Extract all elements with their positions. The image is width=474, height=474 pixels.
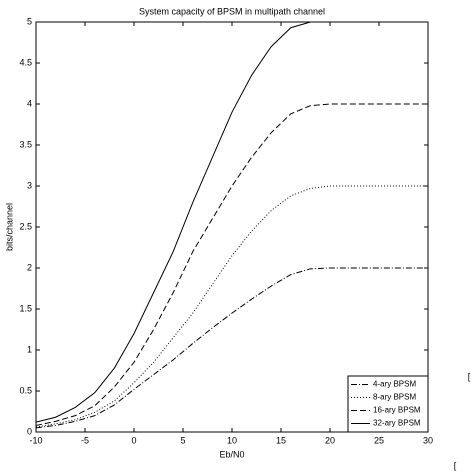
y-tick-label: 1 [27, 344, 32, 354]
annotation: [ [468, 371, 471, 381]
x-tick-label: -5 [81, 435, 89, 445]
plot-frame [35, 21, 429, 433]
annotation: [ [454, 460, 457, 470]
y-tick-label: 3.5 [19, 139, 32, 149]
y-tick-label: 0.5 [19, 385, 32, 395]
legend-label: 16-ary BPSM [373, 406, 421, 415]
chart-title: System capacity of BPSM in multipath cha… [139, 6, 325, 16]
y-axis-label: bits/channel [4, 203, 14, 251]
series-line [35, 185, 428, 428]
y-tick-label: 4.5 [19, 57, 32, 67]
y-tick-label: 2 [27, 262, 32, 272]
series-line [35, 267, 428, 429]
x-tick-label: 25 [374, 435, 384, 445]
x-tick-label: 15 [276, 435, 286, 445]
series-line [35, 103, 428, 426]
x-axis-label: Eb/N0 [219, 449, 244, 459]
y-tick-label: 5 [27, 16, 32, 26]
y-tick-label: 1.5 [19, 303, 32, 313]
x-tick-label: 5 [180, 435, 185, 445]
x-tick-label: 20 [325, 435, 335, 445]
x-tick-label: 10 [227, 435, 237, 445]
legend-label: 32-ary BPSM [373, 419, 421, 428]
series-line [35, 21, 428, 423]
legend-box [347, 375, 429, 433]
legend-label: 4-ary BPSM [373, 380, 416, 389]
y-tick-label: 2.5 [19, 221, 32, 231]
x-tick-label: -10 [29, 435, 42, 445]
y-tick-label: 4 [27, 98, 32, 108]
x-tick-label: 30 [423, 435, 433, 445]
x-tick-label: 0 [131, 435, 136, 445]
legend-label: 8-ary BPSM [373, 393, 416, 402]
y-tick-label: 3 [27, 180, 32, 190]
y-tick-label: 0 [27, 426, 32, 436]
